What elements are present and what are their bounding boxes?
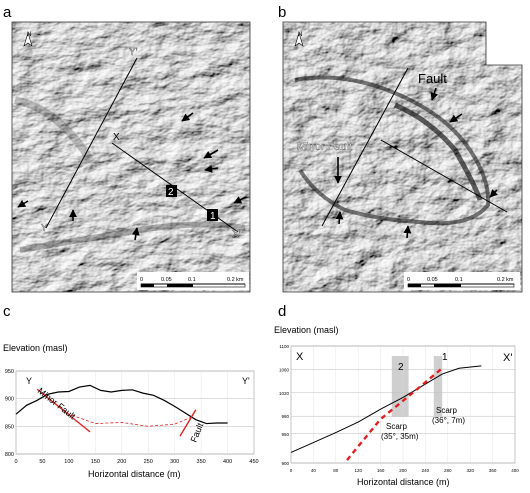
y-tick-label: 1060	[279, 367, 290, 372]
scale-bar-a: 0 0.05 0.1 0.2 km	[137, 272, 249, 290]
x-tick-label: 0	[290, 468, 293, 473]
x-tick-label: 240	[422, 468, 430, 473]
x-tick-label: 250	[144, 459, 153, 465]
x-tick-label: 280	[444, 468, 452, 473]
panel-b-relief	[283, 22, 522, 292]
scarp-arrows-b	[334, 87, 498, 239]
label-fault: Fault	[418, 71, 447, 86]
panel-b-map: Fault Minor Fault N 0 0.05 0.1 0.2 km	[282, 21, 523, 293]
chart-d: 900 950 980 1020 1060 1100 0 40 80 120 160 200 240 28…	[279, 344, 519, 473]
svg-text:0.1: 0.1	[188, 277, 196, 283]
y-tick-label: 980	[281, 414, 289, 419]
series-line-4	[179, 409, 197, 437]
y-tick-label: 950	[281, 432, 289, 437]
y-tick-label: 800	[5, 452, 14, 458]
panel-b-letter: b	[278, 4, 286, 21]
panel-d-xlabel: Horizontal distance (m)	[357, 477, 450, 487]
x-tick-label: 120	[354, 468, 362, 473]
x-tick-label: 40	[311, 468, 317, 473]
panel-c-xlabel: Horizontal distance (m)	[88, 469, 181, 479]
panel-a-letter: a	[3, 4, 12, 21]
svg-text:N: N	[298, 32, 302, 38]
x-tick-label: 150	[91, 459, 100, 465]
panel-d-letter: d	[278, 303, 286, 320]
x-tick-label: 320	[466, 468, 474, 473]
profile-end-y-prime: Y'	[242, 376, 250, 386]
x-tick-label: 200	[117, 459, 126, 465]
profile-end-y: Y	[26, 376, 32, 386]
svg-text:0: 0	[140, 277, 143, 283]
label-x: X	[113, 132, 120, 143]
svg-text:0: 0	[407, 277, 410, 283]
scarp-left-title: Scarp	[386, 422, 407, 431]
panel-c-letter: c	[3, 303, 11, 320]
series-line-1	[15, 384, 228, 425]
x-tick-label: 300	[170, 459, 179, 465]
x-tick-label: 0	[14, 459, 17, 465]
site-1-label: 1	[442, 352, 448, 363]
series-line-2	[346, 367, 443, 461]
panel-c-ylabel: Elevation (masl)	[3, 343, 68, 353]
y-tick-label: 1100	[279, 344, 289, 349]
label-y-prime: Y'	[129, 47, 138, 58]
scarp-right-params: (36°, 7m)	[432, 416, 465, 425]
svg-text:N: N	[27, 32, 31, 38]
scarp-right-title: Scarp	[436, 406, 457, 415]
x-tick-label: 160	[377, 468, 385, 473]
y-tick-label: 1020	[279, 391, 290, 396]
y-tick-label: 900	[281, 461, 289, 466]
site-2-marker: 2	[168, 187, 174, 198]
scarp-band-2	[433, 356, 443, 417]
svg-text:0.2 km: 0.2 km	[227, 277, 244, 283]
y-tick-label: 900	[5, 397, 14, 403]
x-tick-label: 50	[39, 459, 45, 465]
north-arrow-a: N	[23, 31, 33, 47]
panel-a-map: Y' X Y X' 2 1 N 0 0.05	[11, 21, 251, 293]
label-minor-fault: Minor Fault	[297, 141, 352, 153]
svg-text:0.05: 0.05	[427, 277, 438, 283]
site-1-marker: 1	[210, 211, 216, 222]
profile-line-y	[45, 57, 138, 229]
north-arrow-b: N	[294, 31, 304, 47]
profile-end-x: X	[296, 351, 304, 363]
label-y: Y	[41, 223, 48, 234]
panel-d-ylabel: Elevation (masl)	[274, 325, 339, 335]
x-tick-label: 360	[489, 468, 497, 473]
x-tick-label: 350	[197, 459, 206, 465]
x-tick-label: 400	[511, 468, 519, 473]
profile-end-x-prime: X'	[503, 352, 512, 364]
scarp-arrows-a	[17, 112, 247, 241]
label-x-prime: X'	[232, 229, 241, 240]
scale-bar-b: 0 0.05 0.1 0.2 km	[404, 272, 520, 290]
series-line-3	[36, 388, 91, 433]
x-tick-label: 450	[249, 459, 258, 465]
svg-text:0.2 km: 0.2 km	[497, 277, 514, 283]
y-tick-label: 850	[5, 424, 14, 430]
series-line-1	[290, 365, 482, 453]
site-2-label: 2	[398, 362, 404, 373]
svg-text:0.1: 0.1	[455, 277, 463, 283]
x-tick-label: 200	[399, 468, 407, 473]
x-tick-label: 100	[64, 459, 73, 465]
scarp-left-params: (35°, 35m)	[381, 432, 419, 441]
y-tick-label: 950	[5, 369, 14, 375]
x-tick-label: 80	[333, 468, 339, 473]
x-tick-label: 400	[223, 459, 232, 465]
svg-text:0.05: 0.05	[161, 277, 172, 283]
